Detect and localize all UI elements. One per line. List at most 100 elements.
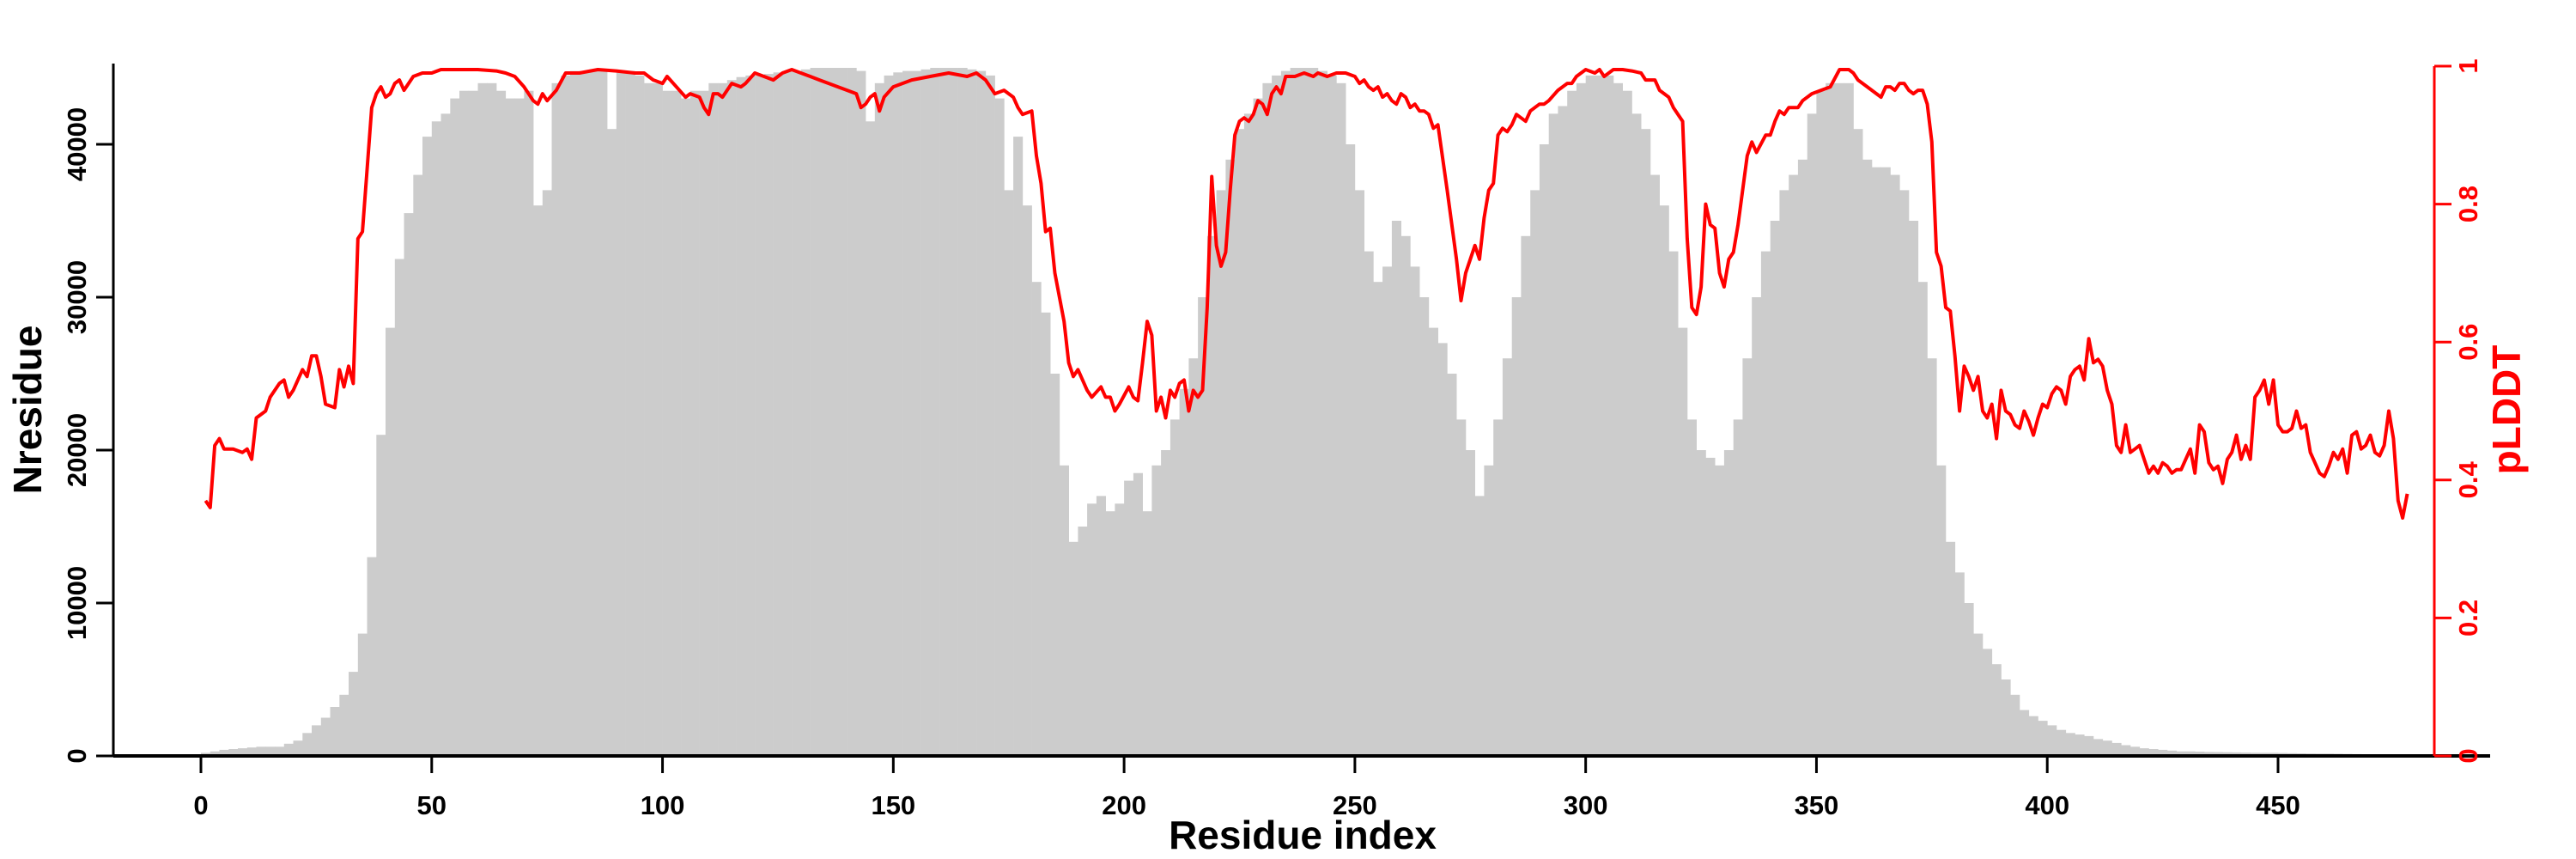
histogram-bar xyxy=(2057,729,2067,756)
histogram-bar xyxy=(367,557,377,756)
histogram-bar xyxy=(920,69,931,757)
y2-tick-label: 0.8 xyxy=(2453,186,2483,222)
histogram-bar xyxy=(708,82,719,757)
histogram-bar xyxy=(948,68,958,756)
histogram-bar xyxy=(1474,496,1485,756)
histogram-bar xyxy=(2102,740,2112,756)
histogram-bar xyxy=(2222,752,2233,756)
histogram-bar xyxy=(1779,190,1789,756)
histogram-bar xyxy=(1909,221,1919,756)
histogram-bar xyxy=(1437,343,1448,756)
histogram-bar xyxy=(238,748,248,756)
histogram-bar xyxy=(210,751,220,756)
histogram-bar xyxy=(1216,190,1226,756)
histogram-bar xyxy=(2084,735,2094,756)
histogram-bar xyxy=(1668,251,1679,757)
histogram-bar xyxy=(1243,113,1254,756)
histogram-bar xyxy=(1262,82,1273,757)
histogram-bar xyxy=(1124,480,1134,756)
y2-tick-label: 0.6 xyxy=(2453,324,2483,361)
histogram-bar xyxy=(745,75,756,756)
histogram-bar xyxy=(1410,266,1420,756)
histogram-bar xyxy=(2065,733,2075,756)
histogram-bar xyxy=(1179,388,1189,756)
histogram-bar xyxy=(690,90,700,756)
histogram-bar xyxy=(1872,167,1882,756)
y2-ticks: 0 0.2 0.4 0.6 0.8 1 xyxy=(2434,58,2483,764)
y2-axis-title: pLDDT xyxy=(2484,345,2529,475)
histogram-bar xyxy=(866,121,876,757)
histogram-bar xyxy=(1946,541,1956,756)
histogram-bar xyxy=(1309,68,1319,756)
histogram-bar xyxy=(681,98,691,757)
histogram-bar xyxy=(1807,113,1817,756)
histogram-bar xyxy=(468,90,478,756)
histogram-bar xyxy=(477,82,488,757)
histogram-bar xyxy=(1115,503,1125,756)
y-tick-label: 30000 xyxy=(62,260,92,334)
histogram-bar xyxy=(2028,716,2038,756)
histogram-bar xyxy=(598,70,608,757)
histogram-bar xyxy=(1760,251,1771,757)
histogram-bar xyxy=(1456,419,1467,756)
histogram-bar xyxy=(755,75,765,756)
histogram-bar xyxy=(1346,144,1356,756)
histogram-bar xyxy=(874,82,884,757)
histogram-bar xyxy=(487,82,497,757)
histogram-bar xyxy=(2093,739,2104,756)
histogram-bar xyxy=(302,733,313,756)
histogram-bar xyxy=(1613,82,1623,757)
histogram-bar xyxy=(330,707,340,756)
histogram-bar xyxy=(1991,664,2002,756)
histogram-bar xyxy=(607,129,617,756)
histogram-bar xyxy=(1696,450,1706,756)
histogram-bar xyxy=(1954,572,1965,756)
histogram-bar xyxy=(1853,129,1863,756)
histogram-bar xyxy=(671,90,682,756)
histogram-bar xyxy=(2158,749,2168,756)
histogram-bar xyxy=(1336,82,1346,757)
histogram-bar xyxy=(1364,251,1374,757)
histogram-bar xyxy=(1983,649,1993,756)
histogram-bar xyxy=(1558,106,1568,756)
histogram-bar xyxy=(1327,75,1337,756)
histogram-bar xyxy=(1151,465,1162,756)
histogram-bar xyxy=(1622,90,1632,756)
histogram-bar xyxy=(902,70,913,757)
histogram-bar xyxy=(911,70,921,757)
histogram-bar xyxy=(1041,312,1051,756)
y-tick-label: 20000 xyxy=(62,413,92,487)
histogram-bar xyxy=(349,672,359,756)
x-tick-label: 300 xyxy=(1564,790,1608,820)
histogram-bar xyxy=(570,70,580,757)
histogram-bar xyxy=(1917,282,1928,756)
histogram-bar xyxy=(1567,90,1577,756)
histogram-bar xyxy=(1585,75,1595,756)
histogram-bar xyxy=(246,747,257,756)
histogram-bar xyxy=(625,70,635,757)
histogram-bar xyxy=(662,90,672,756)
histogram-bar xyxy=(1031,282,1042,756)
histogram-bar xyxy=(792,70,802,757)
histogram-bar xyxy=(551,82,562,757)
histogram-bar xyxy=(1742,358,1753,756)
plddt-line xyxy=(204,68,2409,520)
histogram-bar xyxy=(1880,167,1891,756)
histogram-bar xyxy=(283,743,294,756)
histogram-bar xyxy=(1659,205,1669,756)
histogram-bar xyxy=(782,70,793,757)
histogram-bar xyxy=(810,68,820,756)
histogram-bar xyxy=(1013,137,1024,757)
histogram-bar xyxy=(1862,159,1873,757)
histogram-bar xyxy=(2232,752,2242,756)
histogram-bar xyxy=(1770,221,1780,756)
histogram-bar xyxy=(1419,297,1430,756)
histogram-bar xyxy=(2130,746,2141,756)
histogram-bar xyxy=(1170,419,1180,756)
histogram-bar xyxy=(893,72,903,757)
histogram-bar xyxy=(1391,221,1401,756)
y-axis-title: Nresidue xyxy=(5,326,50,495)
histogram-bar xyxy=(1604,75,1614,756)
histogram-bar xyxy=(2010,694,2020,756)
x-tick-label: 50 xyxy=(417,790,447,820)
